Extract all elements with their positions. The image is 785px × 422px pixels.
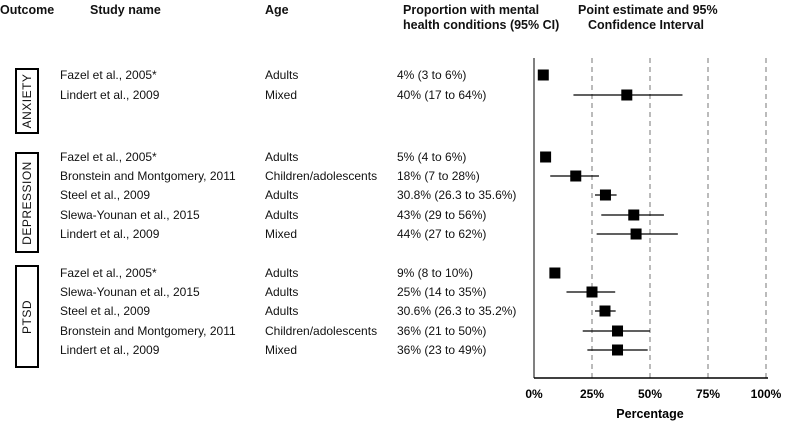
row-proportion: 36% (23 to 49%) bbox=[397, 343, 487, 357]
row-proportion: 43% (29 to 56%) bbox=[397, 208, 487, 222]
point-estimate bbox=[630, 228, 642, 240]
point-estimate bbox=[621, 89, 633, 101]
row-study: Fazel et al., 2005* bbox=[60, 266, 157, 280]
row-age: Mixed bbox=[265, 343, 298, 357]
row-proportion: 4% (3 to 6%) bbox=[397, 68, 467, 82]
row-study: Lindert et al., 2009 bbox=[60, 88, 160, 102]
row-proportion: 5% (4 to 6%) bbox=[397, 150, 467, 164]
x-tick-label: 100% bbox=[751, 387, 782, 401]
row-proportion: 44% (27 to 62%) bbox=[397, 227, 487, 241]
row-study: Slewa-Younan et al., 2015 bbox=[60, 285, 200, 299]
row-age: Adults bbox=[265, 68, 299, 82]
row-age: Adults bbox=[265, 150, 299, 164]
group-box-ptsd: PTSD bbox=[15, 265, 39, 368]
row-age: Children/adolescents bbox=[265, 169, 378, 183]
point-estimate bbox=[628, 209, 640, 221]
point-estimate bbox=[586, 286, 598, 298]
row-age: Adults bbox=[265, 188, 299, 202]
point-estimate bbox=[612, 325, 624, 337]
header-proportion-line2: health conditions (95% CI) bbox=[403, 18, 560, 32]
row-age: Mixed bbox=[265, 88, 298, 102]
row-age: Children/adolescents bbox=[265, 324, 378, 338]
point-estimate bbox=[540, 151, 552, 163]
row-study: Steel et al., 2009 bbox=[60, 188, 151, 202]
x-tick-label: 75% bbox=[696, 387, 720, 401]
x-tick-label: 0% bbox=[525, 387, 543, 401]
row-study: Bronstein and Montgomery, 2011 bbox=[60, 169, 236, 183]
row-study: Fazel et al., 2005* bbox=[60, 68, 157, 82]
row-age: Adults bbox=[265, 285, 299, 299]
row-age: Adults bbox=[265, 266, 299, 280]
row-study: Bronstein and Montgomery, 2011 bbox=[60, 324, 236, 338]
row-study: Steel et al., 2009 bbox=[60, 304, 151, 318]
row-age: Mixed bbox=[265, 227, 298, 241]
group-box-depression: DEPRESSION bbox=[15, 152, 39, 253]
row-study: Lindert et al., 2009 bbox=[60, 227, 160, 241]
header-estimate-line1: Point estimate and 95% bbox=[578, 3, 718, 17]
row-proportion: 30.8% (26.3 to 35.6%) bbox=[397, 188, 517, 202]
header-proportion-line1: Proportion with mental bbox=[403, 3, 540, 17]
header-outcome: Outcome bbox=[0, 3, 55, 17]
row-age: Adults bbox=[265, 304, 299, 318]
group-box-anxiety: ANXIETY bbox=[15, 68, 39, 134]
row-proportion: 40% (17 to 64%) bbox=[397, 88, 487, 102]
row-proportion: 36% (21 to 50%) bbox=[397, 324, 487, 338]
row-proportion: 30.6% (26.3 to 35.2%) bbox=[397, 304, 517, 318]
header-age: Age bbox=[265, 3, 289, 17]
header-study-name: Study name bbox=[90, 3, 161, 17]
point-estimate bbox=[537, 69, 549, 81]
x-tick-label: 50% bbox=[638, 387, 662, 401]
point-estimate bbox=[612, 344, 624, 356]
point-estimate bbox=[599, 305, 611, 317]
point-estimate bbox=[599, 189, 611, 201]
row-study: Lindert et al., 2009 bbox=[60, 343, 160, 357]
point-estimate bbox=[570, 170, 582, 182]
x-tick-label: 25% bbox=[580, 387, 604, 401]
row-proportion: 25% (14 to 35%) bbox=[397, 285, 487, 299]
point-estimate bbox=[549, 267, 561, 279]
row-study: Slewa-Younan et al., 2015 bbox=[60, 208, 200, 222]
row-proportion: 18% (7 to 28%) bbox=[397, 169, 480, 183]
x-axis-label: Percentage bbox=[616, 407, 683, 421]
row-proportion: 9% (8 to 10%) bbox=[397, 266, 474, 280]
row-study: Fazel et al., 2005* bbox=[60, 150, 157, 164]
row-age: Adults bbox=[265, 208, 299, 222]
header-estimate-line2: Confidence Interval bbox=[588, 18, 704, 32]
